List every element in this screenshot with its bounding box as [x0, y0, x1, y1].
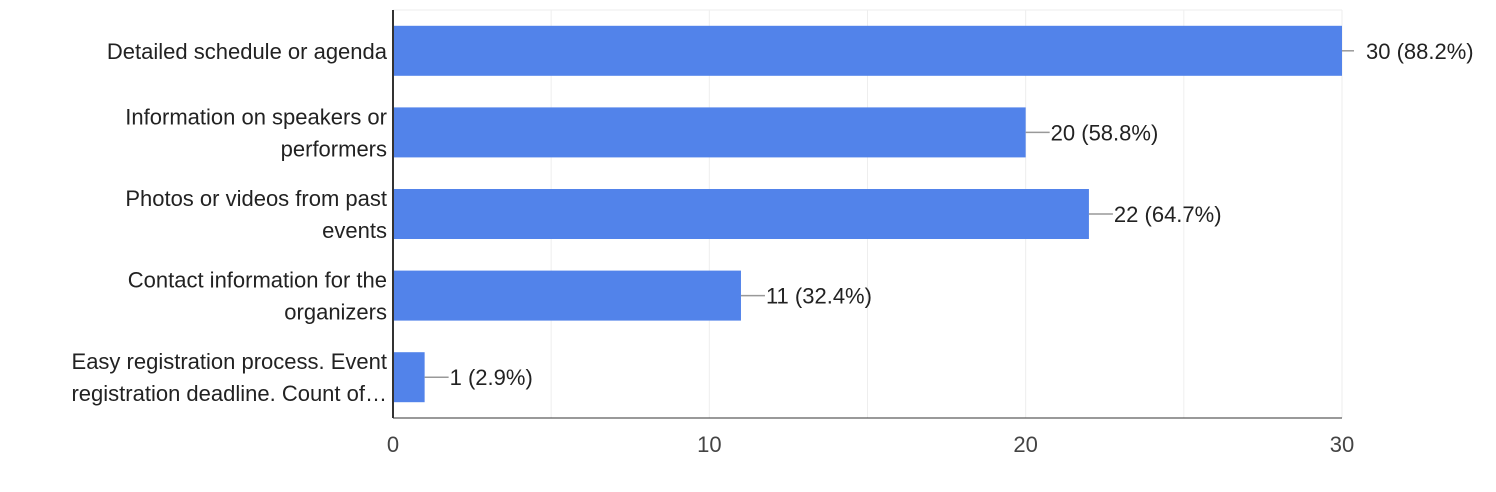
data-labels: 30 (88.2%) 20 (58.8%) 22 (64.7%) 11 (32.4%)… [450, 39, 1474, 390]
gridlines [393, 9, 1343, 418]
category-label: organizers [284, 300, 387, 325]
bar [393, 107, 1026, 158]
bar [393, 270, 741, 321]
category-label: Information on speakers or [125, 104, 387, 129]
data-label: 30 (88.2%) [1366, 39, 1474, 64]
bar [393, 25, 1342, 76]
category-label: Easy registration process. Event [72, 349, 387, 374]
data-label: 20 (58.8%) [1051, 120, 1159, 145]
x-tick-label: 0 [387, 432, 399, 457]
data-label: 22 (64.7%) [1114, 202, 1222, 227]
category-label: events [322, 218, 387, 243]
category-label: Photos or videos from past [125, 186, 387, 211]
axes [392, 10, 1342, 419]
bar [393, 189, 1089, 239]
leader-lines [424, 50, 1354, 378]
data-label: 11 (32.4%) [766, 284, 872, 309]
bars [393, 25, 1342, 403]
category-label: performers [281, 136, 387, 161]
x-tick-label: 20 [1013, 432, 1037, 457]
data-label: 1 (2.9%) [450, 365, 533, 390]
category-labels: Detailed schedule or agenda Information o… [71, 39, 387, 406]
category-label: registration deadline. Count of… [71, 381, 387, 406]
bar [393, 352, 425, 403]
x-tick-label: 30 [1330, 432, 1354, 457]
category-label: Contact information for the [128, 268, 387, 293]
x-tick-labels: 0 10 20 30 [387, 432, 1354, 457]
category-label: Detailed schedule or agenda [107, 39, 388, 64]
x-tick-label: 10 [697, 432, 721, 457]
